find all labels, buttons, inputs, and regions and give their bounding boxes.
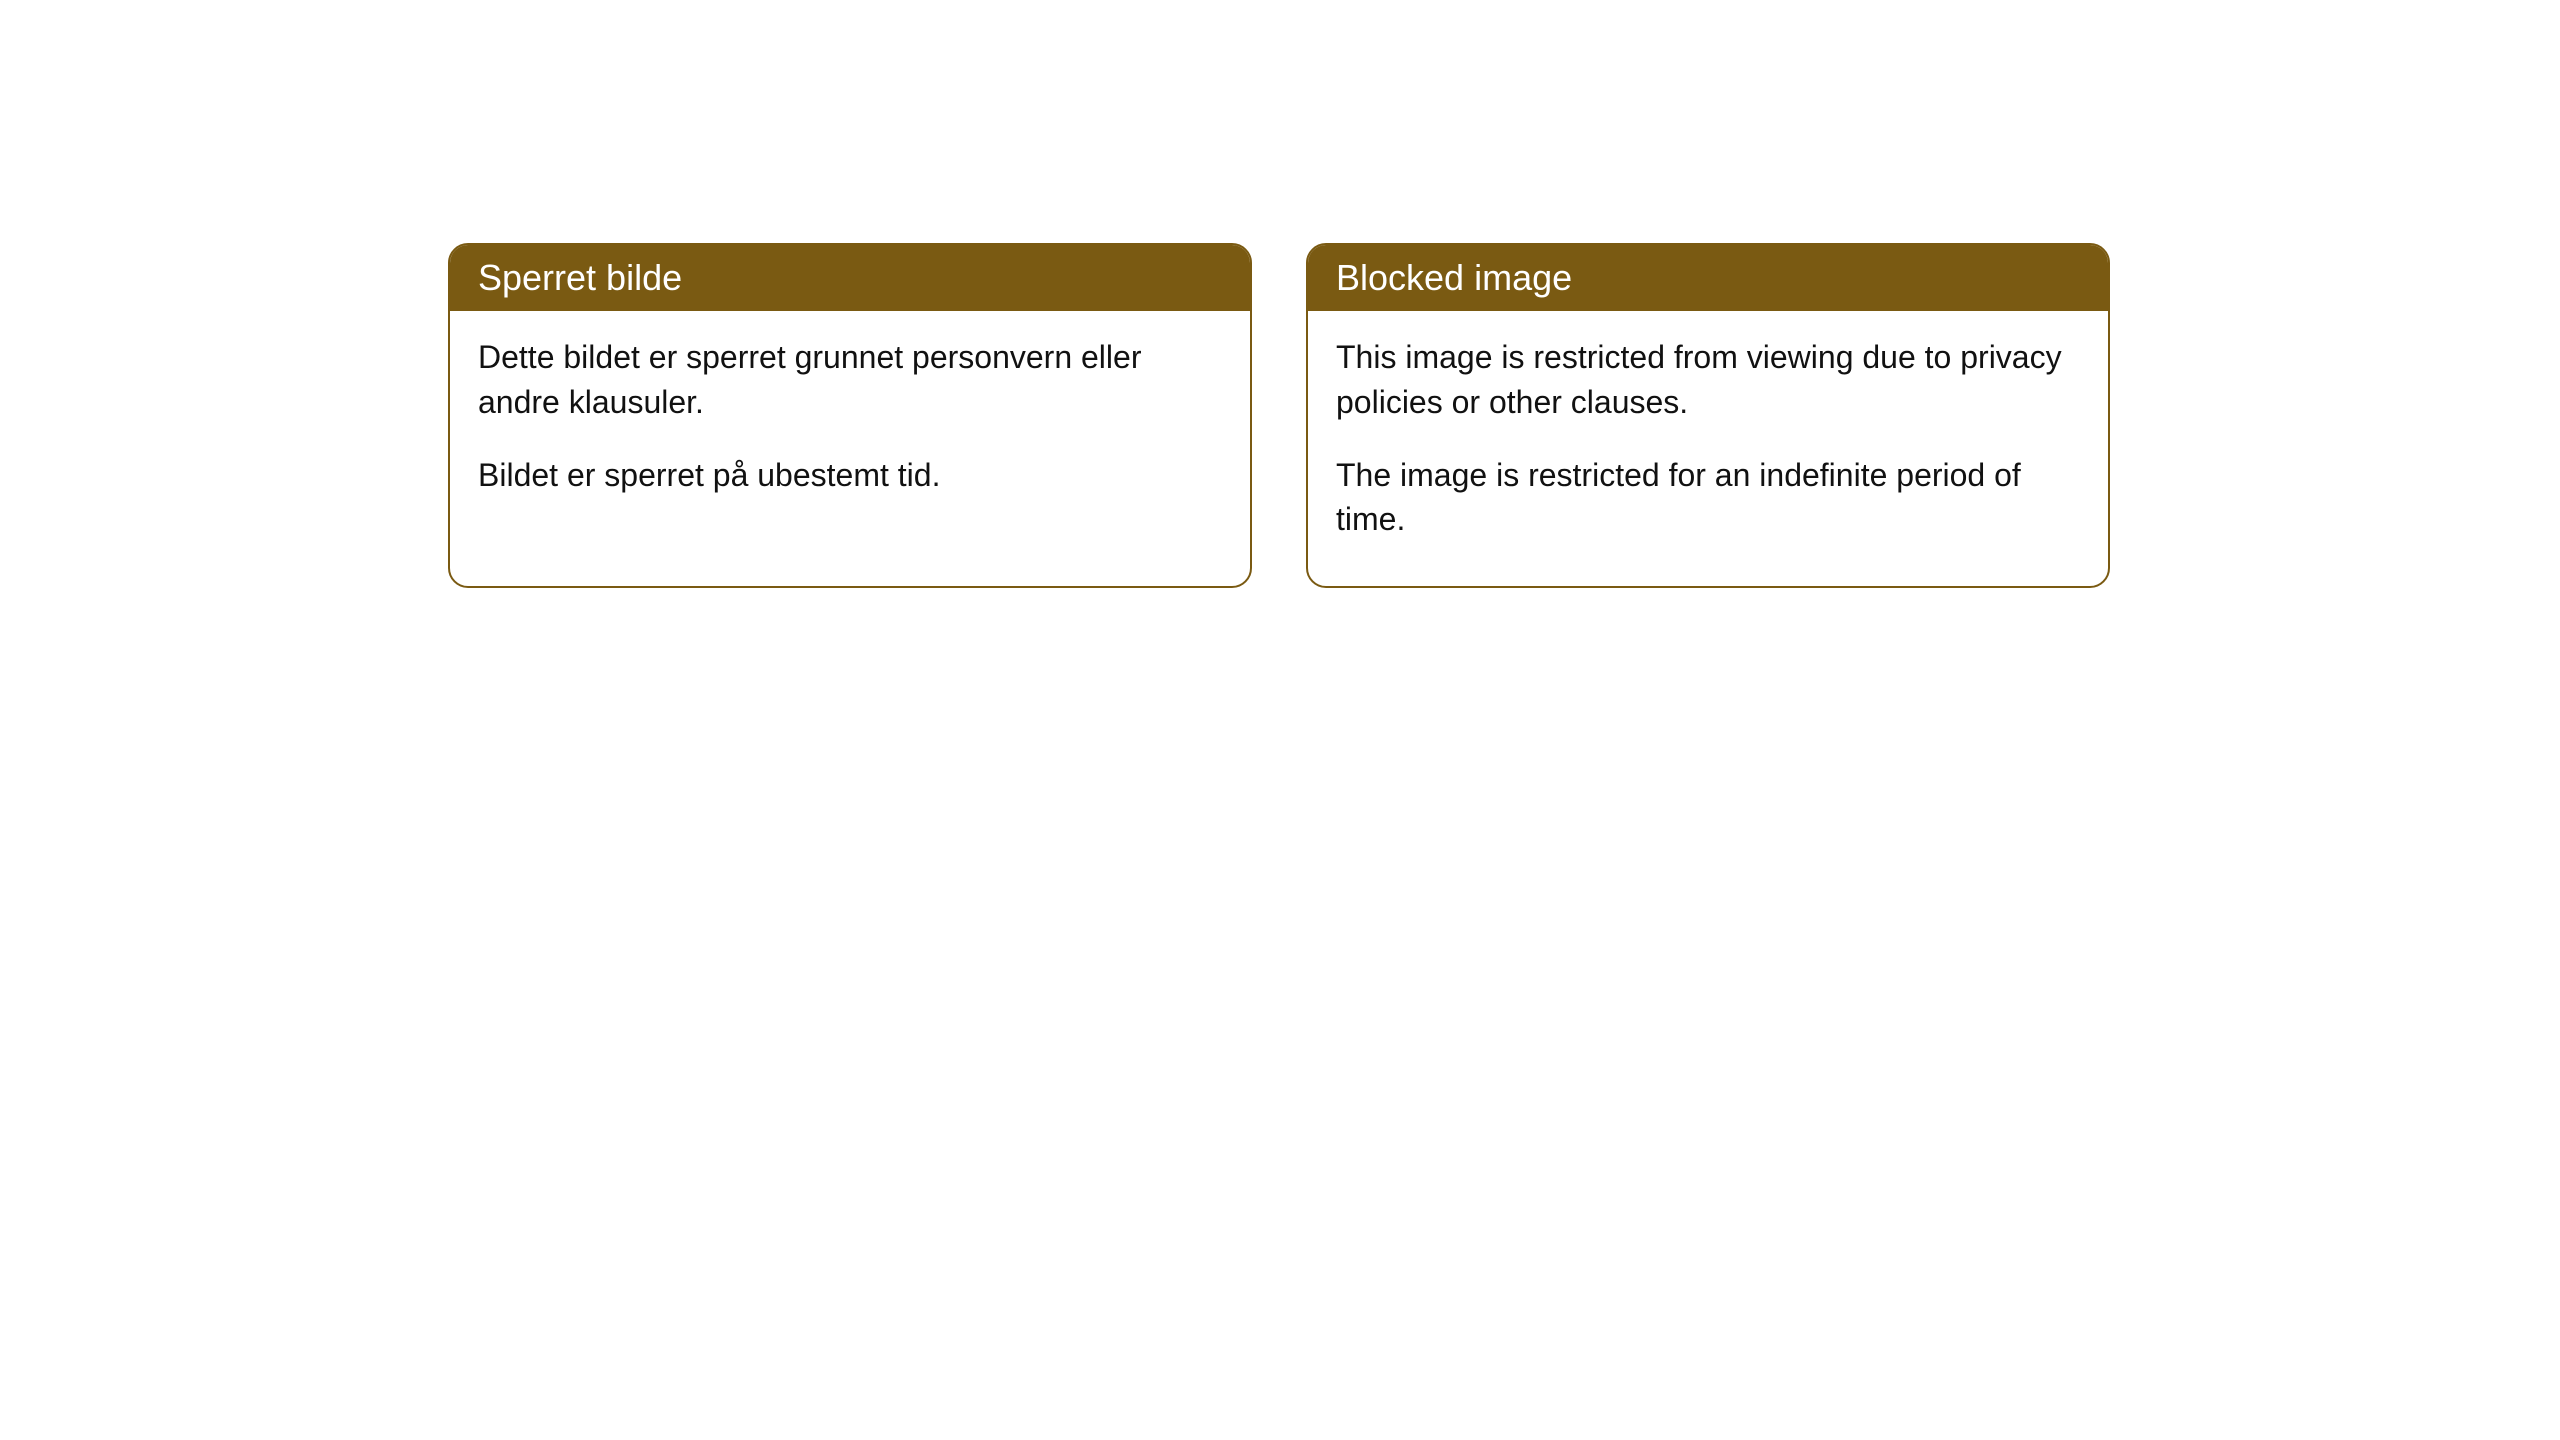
card-body-no: Dette bildet er sperret grunnet personve… [450, 311, 1250, 541]
blocked-image-card-en: Blocked image This image is restricted f… [1306, 243, 2110, 588]
notice-container: Sperret bilde Dette bildet er sperret gr… [0, 0, 2560, 588]
card-paragraph-2-en: The image is restricted for an indefinit… [1336, 453, 2080, 543]
card-paragraph-1-no: Dette bildet er sperret grunnet personve… [478, 335, 1222, 425]
card-paragraph-1-en: This image is restricted from viewing du… [1336, 335, 2080, 425]
blocked-image-card-no: Sperret bilde Dette bildet er sperret gr… [448, 243, 1252, 588]
card-title-en: Blocked image [1336, 257, 1572, 298]
card-paragraph-2-no: Bildet er sperret på ubestemt tid. [478, 453, 1222, 498]
card-header-no: Sperret bilde [450, 245, 1250, 311]
card-header-en: Blocked image [1308, 245, 2108, 311]
card-title-no: Sperret bilde [478, 257, 682, 298]
card-body-en: This image is restricted from viewing du… [1308, 311, 2108, 586]
